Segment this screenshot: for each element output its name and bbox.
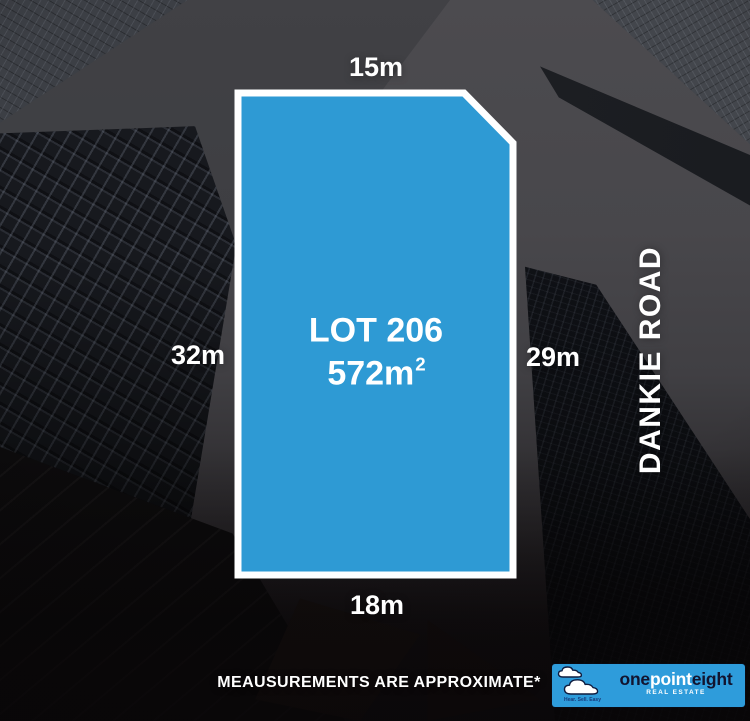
lot-area-label: 572m2	[327, 353, 426, 394]
lot-boundary	[234, 89, 517, 579]
dimension-right: 29m	[526, 342, 581, 372]
brand-word-point: point	[649, 669, 692, 689]
brand-subtitle: REAL ESTATE	[646, 689, 706, 696]
brand-tagline: Hear. Sell. Easy	[564, 697, 601, 703]
lot-area-value: 572m	[327, 354, 415, 393]
brand-logo: Hear. Sell. Easy onepointeight REAL ESTA…	[552, 664, 745, 707]
dimension-bottom: 18m	[349, 590, 405, 620]
lot-area-exponent: 2	[415, 353, 426, 375]
brand-word-one: one	[619, 669, 650, 689]
brand-word-eight: eight	[691, 669, 733, 689]
road-name-label: DANKIE ROAD	[634, 245, 667, 475]
disclaimer-text: MEAUSUREMENTS ARE APPROXIMATE*	[217, 674, 541, 691]
lot-number-label: LOT 206	[308, 311, 444, 350]
dimension-left: 32m	[170, 340, 225, 370]
brand-wordmark: onepointeight	[612, 669, 740, 689]
dimension-top: 15m	[348, 52, 404, 82]
clouds-icon	[557, 666, 599, 695]
